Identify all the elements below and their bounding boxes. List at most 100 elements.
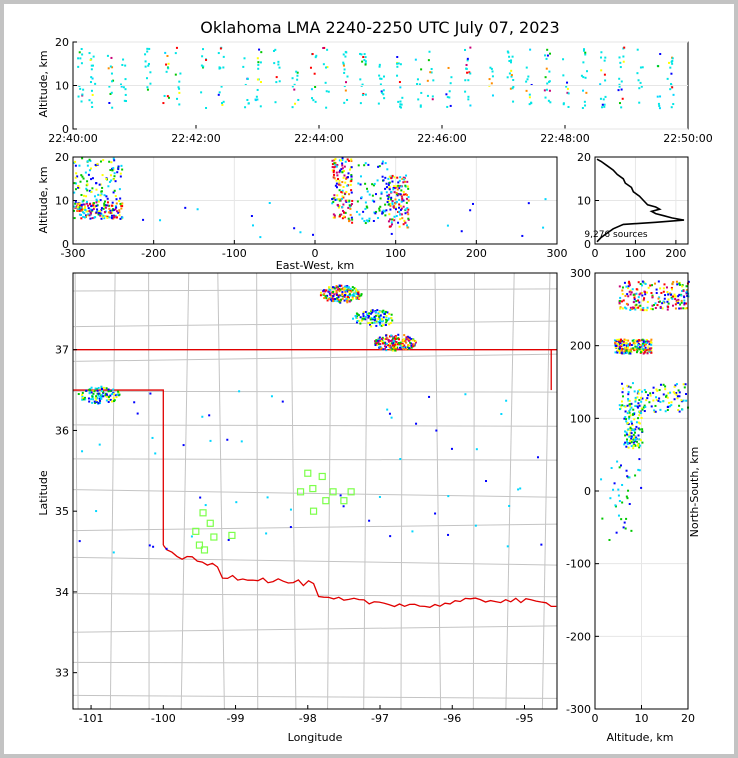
source-point (179, 72, 182, 75)
source-point (360, 196, 363, 199)
source-point (633, 349, 636, 352)
source-point (682, 399, 685, 402)
source-point (567, 92, 570, 95)
source-point (376, 179, 379, 182)
source-point (78, 209, 81, 212)
source-point (655, 292, 658, 295)
source-point (631, 428, 634, 431)
time-height-ylabel: Altitude, km (37, 50, 50, 117)
source-point (88, 52, 91, 55)
source-point (633, 390, 636, 393)
source-point (357, 292, 360, 295)
source-point (511, 55, 514, 58)
source-point (347, 172, 350, 175)
source-point (613, 339, 616, 342)
source-point (268, 202, 271, 205)
source-point (104, 206, 107, 209)
source-count-annotation: 9,276 sources (584, 230, 648, 240)
source-point (112, 397, 115, 400)
source-point (407, 199, 410, 202)
source-point (74, 160, 77, 163)
source-point (396, 346, 399, 349)
source-point (407, 218, 410, 221)
source-point (349, 183, 352, 186)
source-point (323, 293, 326, 296)
source-point (336, 198, 339, 201)
source-point (352, 292, 355, 295)
source-point (608, 538, 611, 541)
source-point (621, 307, 624, 310)
source-point (369, 323, 372, 326)
source-point (619, 66, 622, 69)
source-point (360, 53, 363, 56)
source-point (110, 216, 113, 219)
source-point (675, 383, 678, 386)
source-point (340, 287, 343, 290)
source-point (378, 207, 381, 210)
source-point (585, 91, 588, 94)
source-point (397, 338, 400, 341)
source-point (335, 186, 338, 189)
source-point (105, 387, 108, 390)
source-point (645, 399, 648, 402)
source-point (618, 350, 621, 353)
source-point (362, 311, 365, 314)
source-point (407, 338, 410, 341)
source-point (659, 287, 662, 290)
source-point (121, 216, 124, 219)
source-point (310, 88, 313, 91)
source-point (379, 205, 382, 208)
source-point (291, 77, 294, 80)
source-point (81, 157, 84, 160)
source-point (398, 198, 401, 201)
source-point (74, 164, 77, 167)
source-point (334, 163, 337, 166)
source-point (622, 60, 625, 63)
source-point (385, 334, 388, 337)
source-point (74, 176, 77, 179)
source-point (614, 505, 617, 508)
source-point (391, 203, 394, 206)
source-point (609, 497, 612, 500)
source-point (118, 199, 121, 202)
source-point (640, 412, 643, 415)
source-point (644, 343, 647, 346)
source-point (632, 444, 635, 447)
source-point (396, 188, 399, 191)
source-point (399, 344, 402, 347)
source-point (93, 195, 96, 198)
source-point (344, 55, 347, 58)
source-point (468, 71, 471, 74)
source-point (642, 406, 645, 409)
source-point (622, 526, 625, 529)
source-point (662, 393, 665, 396)
source-point (626, 346, 629, 349)
source-point (77, 208, 80, 211)
source-point (387, 200, 390, 203)
source-point (618, 466, 621, 469)
source-point (349, 287, 352, 290)
source-point (296, 74, 299, 77)
source-point (624, 416, 627, 419)
source-point (400, 213, 403, 216)
source-point (666, 77, 669, 80)
source-point (112, 79, 115, 82)
source-point (411, 339, 414, 342)
source-point (402, 190, 405, 193)
ns-y-tick-label: 100 (570, 412, 591, 425)
source-point (419, 104, 422, 107)
source-point (119, 175, 122, 178)
source-point (630, 432, 633, 435)
source-point (641, 347, 644, 350)
source-point (96, 392, 99, 395)
source-point (174, 52, 177, 55)
source-point (385, 315, 388, 318)
source-point (509, 61, 512, 64)
source-point (312, 233, 315, 236)
source-point (416, 78, 419, 81)
ew-y-tick-label: 0 (62, 238, 69, 251)
source-point (333, 216, 336, 219)
source-point (604, 79, 607, 82)
hist-y-tick-label: 0 (584, 238, 591, 251)
source-point (624, 527, 627, 530)
